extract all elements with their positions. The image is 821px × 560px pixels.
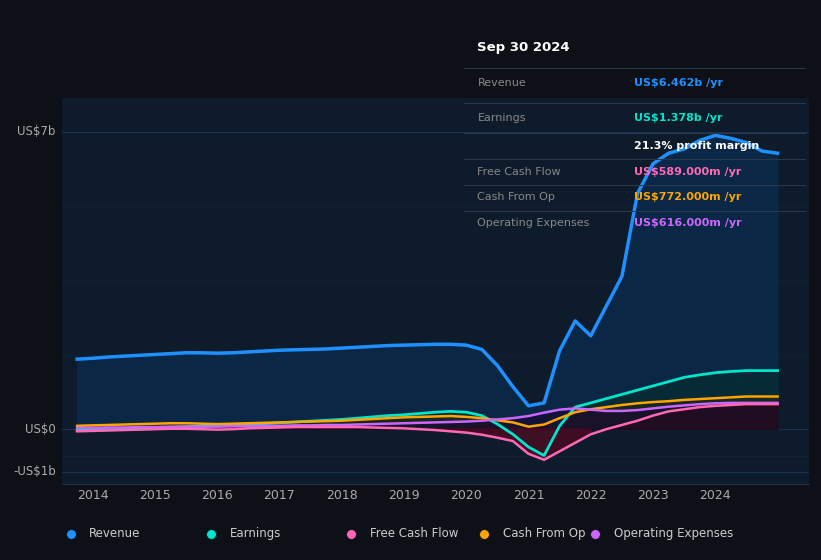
Text: US$772.000m /yr: US$772.000m /yr <box>635 193 741 202</box>
Text: Free Cash Flow: Free Cash Flow <box>478 167 561 177</box>
Text: US$616.000m /yr: US$616.000m /yr <box>635 218 742 228</box>
Text: Operating Expenses: Operating Expenses <box>613 528 733 540</box>
Text: Revenue: Revenue <box>478 78 526 88</box>
Text: Cash From Op: Cash From Op <box>502 528 585 540</box>
Text: US$0: US$0 <box>25 423 56 436</box>
Text: Operating Expenses: Operating Expenses <box>478 218 589 228</box>
Text: US$7b: US$7b <box>17 125 56 138</box>
Text: US$589.000m /yr: US$589.000m /yr <box>635 167 741 177</box>
Text: US$6.462b /yr: US$6.462b /yr <box>635 78 723 88</box>
Text: Cash From Op: Cash From Op <box>478 193 555 202</box>
Text: Earnings: Earnings <box>230 528 281 540</box>
Text: Revenue: Revenue <box>89 528 140 540</box>
Text: Sep 30 2024: Sep 30 2024 <box>478 41 570 54</box>
Text: Free Cash Flow: Free Cash Flow <box>370 528 458 540</box>
Text: Earnings: Earnings <box>478 113 526 123</box>
Text: US$1.378b /yr: US$1.378b /yr <box>635 113 722 123</box>
Text: -US$1b: -US$1b <box>13 465 56 478</box>
Text: 21.3% profit margin: 21.3% profit margin <box>635 141 759 151</box>
